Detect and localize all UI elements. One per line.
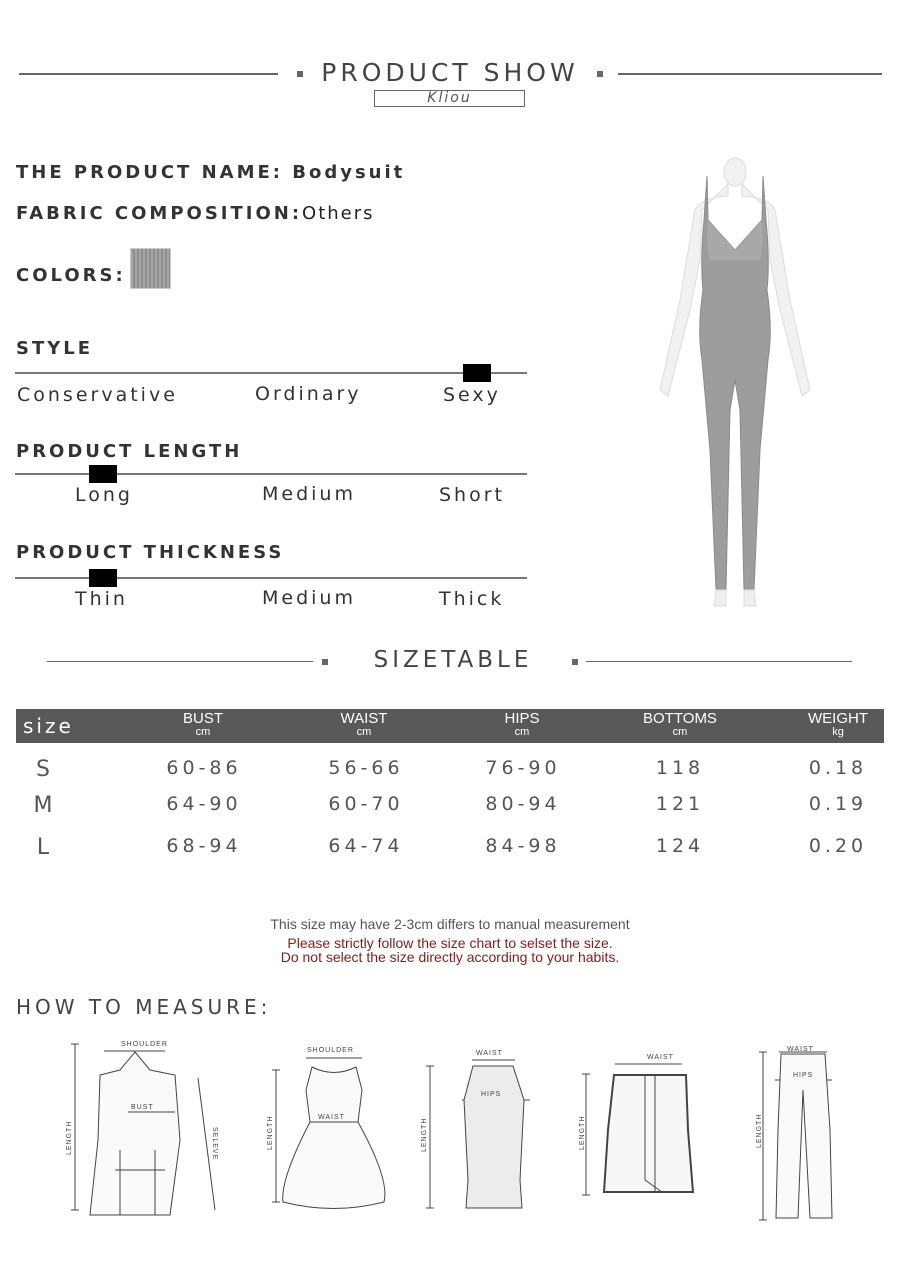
jacket-sketch bbox=[71, 1043, 216, 1216]
divider bbox=[47, 661, 313, 662]
colors-label: COLORS: bbox=[16, 265, 126, 286]
table-cell: 56-66 bbox=[328, 757, 404, 779]
table-cell: 60-70 bbox=[328, 793, 404, 815]
page-title: PRODUCT SHOW bbox=[321, 58, 579, 87]
svg-text:LENGTH: LENGTH bbox=[421, 1118, 428, 1152]
column-label: BOTTOMS bbox=[643, 710, 717, 727]
size-warning: Do not select the size directly accordin… bbox=[280, 949, 620, 965]
column-unit: cm bbox=[672, 726, 688, 738]
length-scale bbox=[15, 473, 527, 475]
table-cell: 64-74 bbox=[328, 835, 404, 857]
divider-dot bbox=[322, 659, 328, 665]
table-cell: 68-94 bbox=[166, 835, 242, 857]
thickness-scale bbox=[15, 577, 527, 579]
svg-text:LENGTH: LENGTH bbox=[756, 1114, 763, 1148]
fabric-label: FABRIC COMPOSITION: bbox=[16, 203, 303, 224]
product-name-value: Bodysuit bbox=[292, 162, 406, 183]
column-bust: BUST cm bbox=[143, 711, 263, 738]
table-cell: 118 bbox=[655, 757, 705, 779]
length-option: Short bbox=[439, 484, 505, 506]
style-option: Conservative bbox=[17, 384, 178, 406]
table-cell: 80-94 bbox=[485, 793, 561, 815]
table-cell: 0.20 bbox=[808, 835, 868, 857]
label-bust: BUST bbox=[131, 1104, 154, 1111]
measure-diagrams: SHOULDER BUST LENGTH SELEVE SHOULDER WAIS… bbox=[66, 1041, 833, 1221]
column-unit: kg bbox=[832, 726, 844, 738]
style-title: STYLE bbox=[16, 338, 94, 359]
column-weight: WEIGHT kg bbox=[778, 711, 898, 738]
divider-dot bbox=[572, 659, 578, 665]
size-label: M bbox=[33, 793, 57, 818]
svg-text:WAIST: WAIST bbox=[647, 1054, 674, 1061]
divider-dot bbox=[597, 71, 603, 77]
style-option: Ordinary bbox=[255, 383, 362, 405]
how-to-measure-title: HOW TO MEASURE: bbox=[16, 995, 272, 1019]
style-scale bbox=[15, 372, 527, 374]
label-shoulder: SHOULDER bbox=[121, 1041, 168, 1048]
product-name-label: THE PRODUCT NAME: bbox=[16, 162, 283, 183]
product-image-bodysuit bbox=[659, 157, 811, 607]
size-label: S bbox=[36, 757, 54, 782]
divider-dot bbox=[297, 71, 303, 77]
length-option: Long bbox=[75, 484, 133, 506]
thickness-option: Thick bbox=[439, 588, 505, 610]
denim-skirt-sketch bbox=[582, 1063, 695, 1196]
svg-text:LENGTH: LENGTH bbox=[579, 1116, 586, 1150]
style-option: Sexy bbox=[443, 384, 501, 406]
fabric-composition: FABRIC COMPOSITION:Others bbox=[16, 203, 375, 224]
svg-text:WAIST: WAIST bbox=[476, 1050, 503, 1057]
table-cell: 60-86 bbox=[166, 757, 242, 779]
divider bbox=[618, 73, 882, 75]
thickness-title: PRODUCT THICKNESS bbox=[16, 542, 285, 563]
column-label: WEIGHT bbox=[808, 710, 868, 727]
thickness-option: Thin bbox=[75, 588, 128, 610]
table-cell: 121 bbox=[655, 793, 705, 815]
size-table-header: size BUST cm WAIST cm HIPS cm BOTTOMS cm WEI… bbox=[16, 709, 884, 743]
column-unit: cm bbox=[514, 726, 530, 738]
column-label: HIPS bbox=[504, 710, 540, 727]
column-bottoms: BOTTOMS cm bbox=[620, 711, 740, 738]
table-cell: 0.18 bbox=[808, 757, 868, 779]
skirt-sketch bbox=[426, 1059, 530, 1209]
style-marker bbox=[463, 364, 491, 382]
brand-label: Kliou bbox=[374, 90, 525, 107]
product-name: THE PRODUCT NAME: Bodysuit bbox=[16, 162, 405, 183]
color-swatch-gray[interactable] bbox=[130, 248, 171, 289]
svg-text:HIPS: HIPS bbox=[481, 1091, 501, 1098]
sizetable-title: SIZETABLE bbox=[373, 647, 533, 673]
label-sleeve: SELEVE bbox=[211, 1127, 218, 1160]
table-cell: 64-90 bbox=[166, 793, 242, 815]
column-unit: cm bbox=[356, 726, 372, 738]
column-size: size bbox=[23, 714, 74, 738]
column-hips: HIPS cm bbox=[462, 711, 582, 738]
dress-sketch bbox=[272, 1057, 386, 1209]
table-cell: 0.19 bbox=[808, 793, 868, 815]
svg-text:WAIST: WAIST bbox=[318, 1114, 345, 1121]
column-unit: cm bbox=[195, 726, 211, 738]
svg-text:WAIST: WAIST bbox=[787, 1046, 814, 1053]
svg-text:LENGTH: LENGTH bbox=[267, 1116, 274, 1150]
column-label: WAIST bbox=[340, 710, 388, 727]
table-cell: 84-98 bbox=[485, 835, 561, 857]
divider bbox=[19, 73, 278, 75]
fabric-value: Others bbox=[302, 203, 375, 224]
size-warning: Please strictly follow the size chart to… bbox=[287, 935, 613, 951]
svg-text:SHOULDER: SHOULDER bbox=[307, 1047, 354, 1054]
length-marker bbox=[89, 465, 117, 483]
size-note: This size may have 2-3cm differs to manu… bbox=[270, 916, 630, 932]
column-waist: WAIST cm bbox=[304, 711, 424, 738]
thickness-option: Medium bbox=[262, 587, 356, 609]
divider bbox=[586, 661, 852, 662]
thickness-marker bbox=[89, 569, 117, 587]
label-length: LENGTH bbox=[66, 1121, 73, 1155]
size-label: L bbox=[36, 835, 54, 860]
table-cell: 76-90 bbox=[485, 757, 561, 779]
length-title: PRODUCT LENGTH bbox=[16, 441, 243, 462]
column-label: BUST bbox=[182, 710, 223, 727]
length-option: Medium bbox=[262, 483, 356, 505]
svg-text:HIPS: HIPS bbox=[793, 1072, 813, 1079]
table-cell: 124 bbox=[655, 835, 705, 857]
pants-sketch bbox=[759, 1051, 833, 1221]
